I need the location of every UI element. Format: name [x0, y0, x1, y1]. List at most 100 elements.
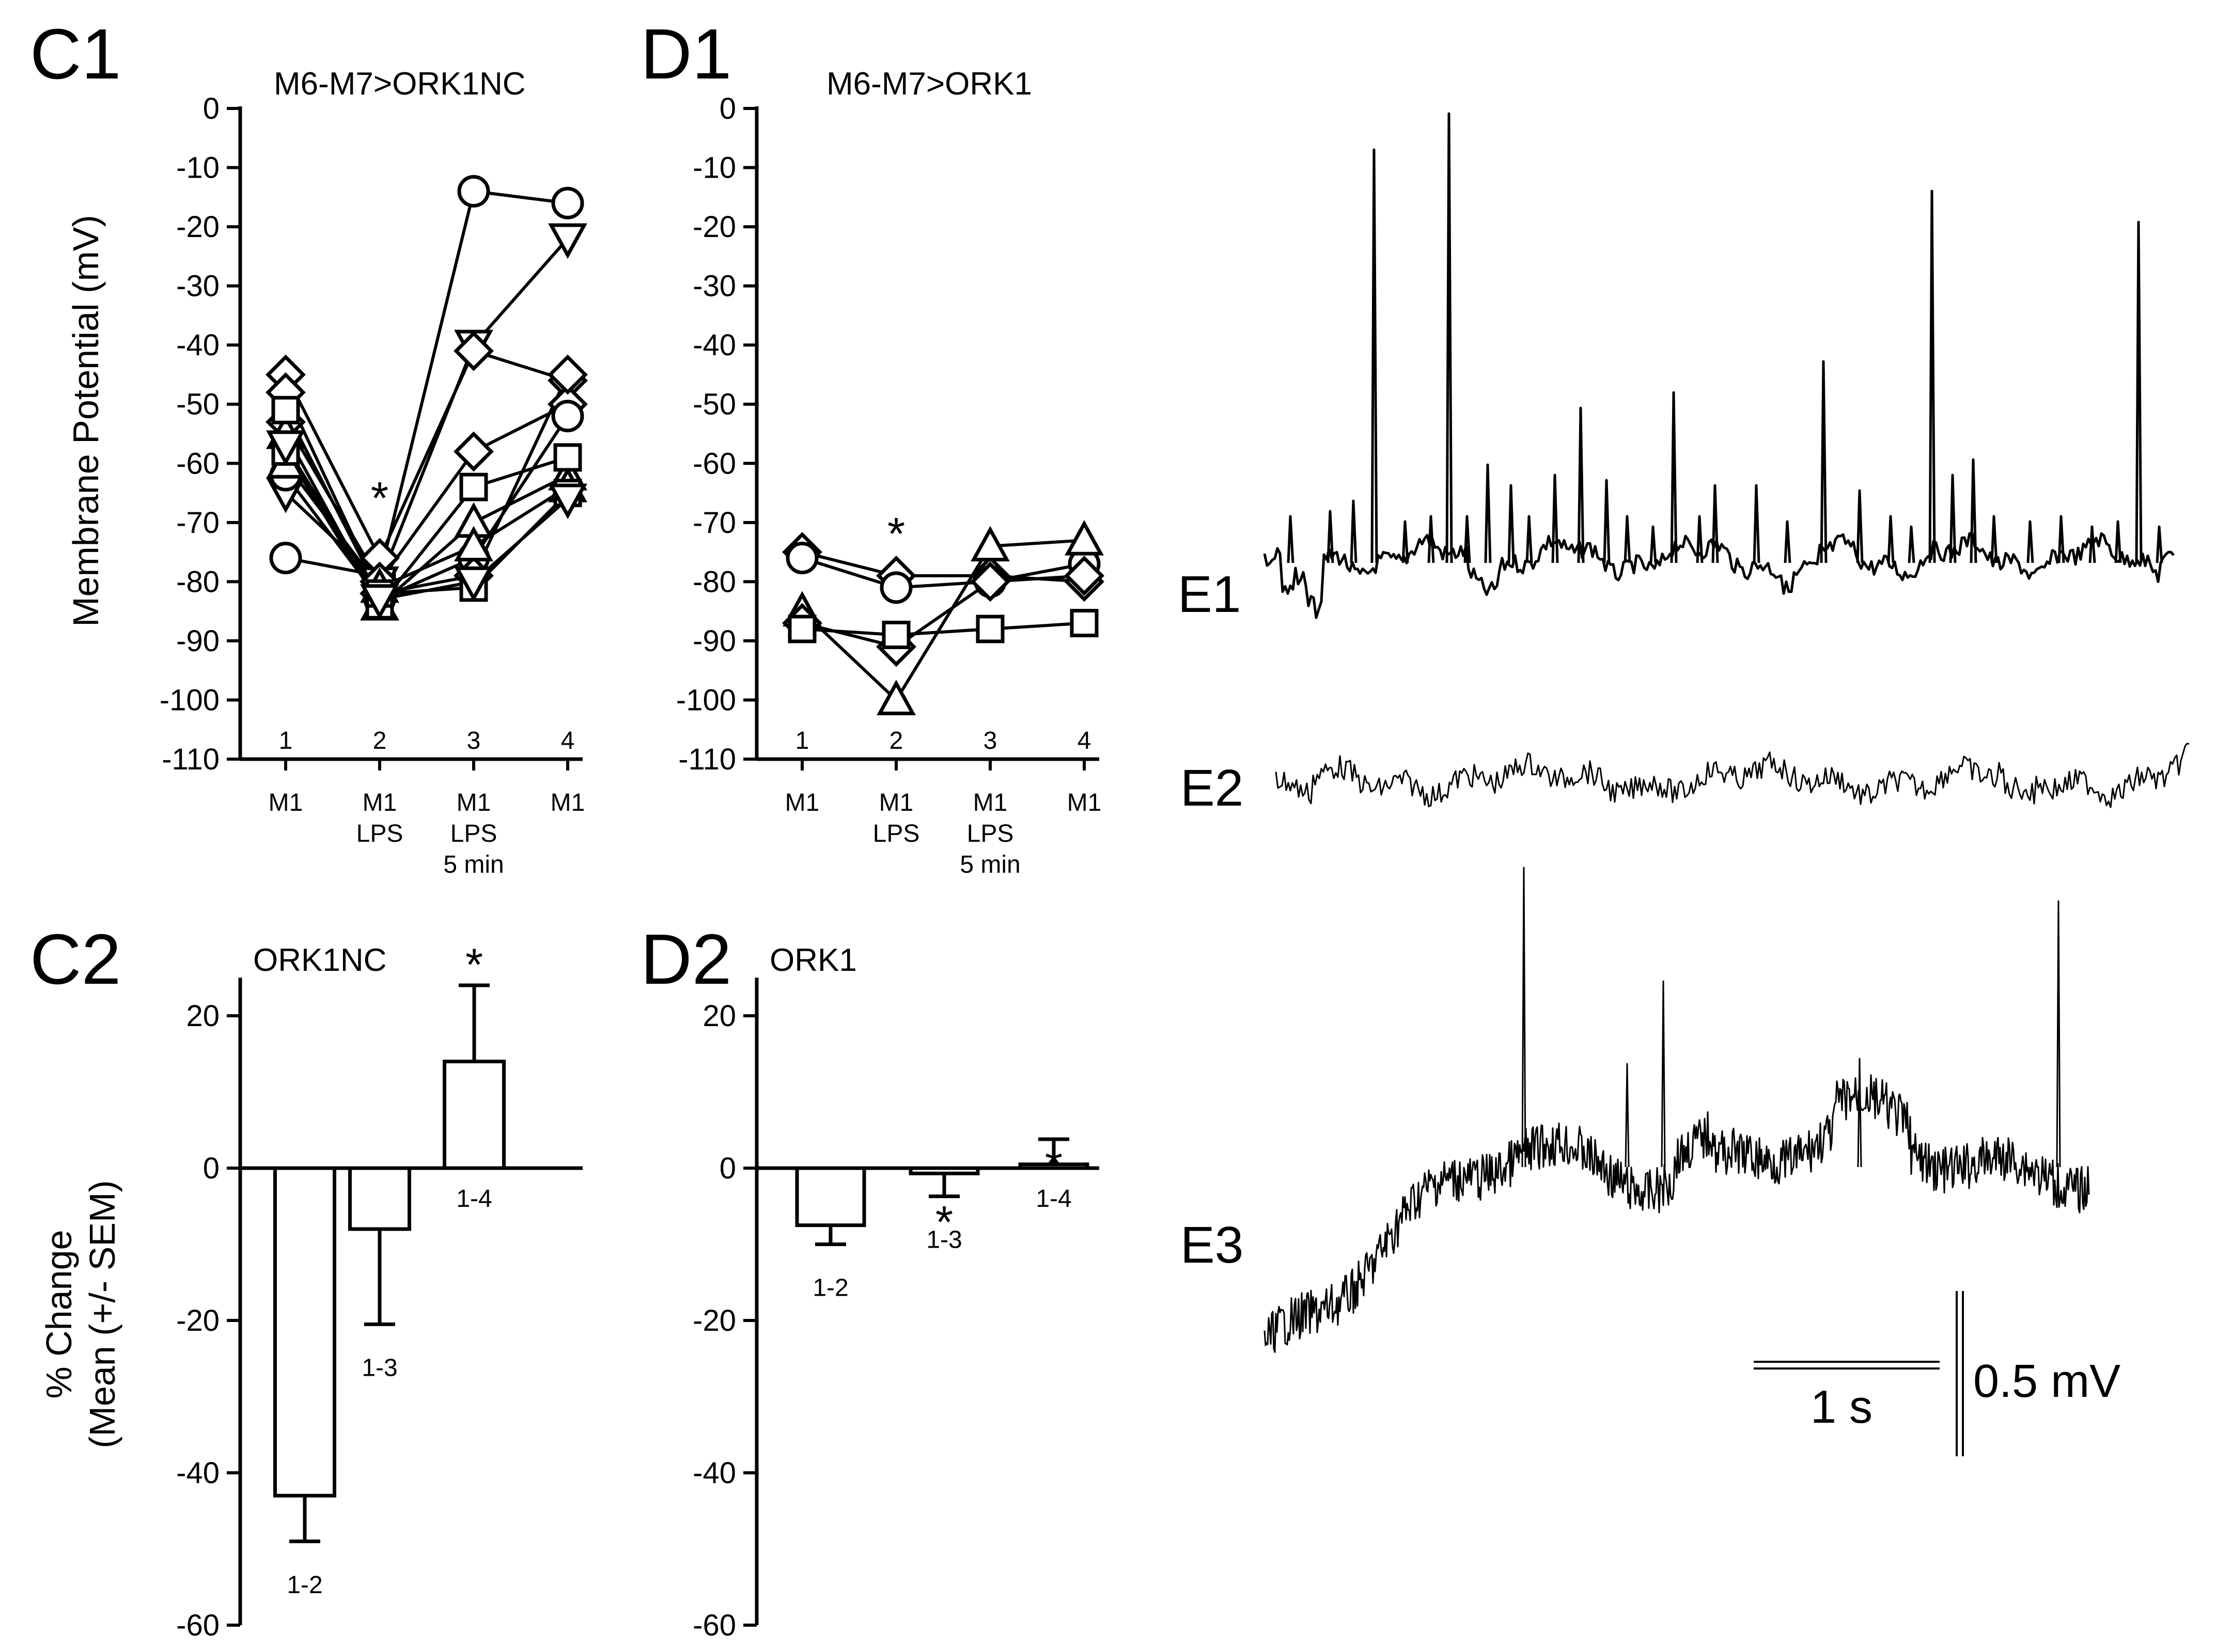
series-group-c1 [266, 175, 588, 621]
series-line [284, 450, 568, 608]
data-point-circle [786, 542, 819, 575]
y-tick-label: -20 [176, 1304, 220, 1338]
data-point-triangle-down [548, 223, 587, 259]
y-tick-label: -10 [693, 151, 736, 185]
series-line [802, 621, 1085, 637]
data-point-diamond [1064, 555, 1104, 596]
data-point-square [553, 443, 582, 472]
x-condition-label: M1 [551, 789, 585, 816]
y-tick-label: -70 [176, 506, 220, 540]
series-line [284, 415, 569, 602]
data-point-triangle-down [266, 430, 305, 466]
series-line [802, 574, 1085, 649]
data-point-triangle-down [360, 584, 399, 620]
data-point-triangle-down [454, 566, 493, 602]
y-axis-label-c1: Membrane Potential (mV) [66, 215, 106, 627]
data-point-diamond [454, 431, 494, 472]
y-tick-label: -80 [176, 565, 220, 599]
scale-bar: 1 s 0.5 mV [1754, 1291, 2120, 1456]
x-condition-label: M1 [1067, 789, 1102, 816]
bar [443, 1060, 506, 1170]
x-condition-label: LPS [967, 820, 1014, 847]
data-point-diamond [970, 561, 1010, 602]
significance-star-c1: * [371, 473, 388, 524]
x-number-label: 1 [279, 727, 293, 754]
data-point-triangle-up [877, 680, 916, 715]
y-tick-label: -110 [678, 743, 736, 776]
panel-label-c1: C1 [30, 14, 121, 94]
x-axis-labels-d1: 1 M1 2 M1 LPS 3 M1 LPS 5 min 4 M1 [785, 727, 1102, 878]
chart-title-d2: ORK1 [770, 942, 857, 978]
bar [348, 1166, 411, 1231]
data-point-triangle-up [454, 526, 493, 562]
series-line [802, 556, 1085, 589]
data-point-square [1070, 609, 1099, 638]
voltage-trace-e1 [1263, 112, 2175, 619]
significance-star: * [465, 939, 483, 990]
series-line [801, 539, 1085, 703]
y-tick-label: -20 [693, 1304, 736, 1338]
y-axis-label-c2-line1: % Change [39, 1230, 79, 1399]
significance-star: * [1045, 1139, 1063, 1190]
series-line [284, 349, 568, 562]
data-point-diamond [454, 331, 494, 371]
data-point-circle [551, 186, 584, 219]
y-axis-d2: 20 0 -20 -40 -60 [693, 978, 1099, 1642]
bar-category-label: 1-4 [1036, 1185, 1071, 1213]
y-axis-label-c2-line2: (Mean (+/- SEM) [82, 1180, 122, 1448]
y-tick-label: -50 [176, 388, 220, 421]
bars-d2: 1-21-3* 1-4* [795, 1137, 1089, 1302]
x-condition-label: LPS [356, 820, 403, 847]
x-condition-label: 5 min [960, 851, 1020, 878]
y-tick-label: -40 [693, 328, 736, 362]
y-tick-label: -60 [693, 1609, 736, 1642]
data-point-triangle-up [1065, 520, 1104, 556]
x-number-label: 4 [561, 727, 575, 754]
panel-label-c2: C2 [30, 920, 121, 999]
x-axis-labels-c1: 1 M1 2 M1 LPS 3 M1 LPS 5 min 4 M1 [269, 727, 585, 878]
y-tick-label: 0 [720, 92, 736, 125]
series-group-d1 [782, 520, 1104, 715]
data-point-circle [551, 400, 584, 433]
bar-category-label: 1-3 [926, 1226, 962, 1254]
data-point-circle [269, 542, 302, 575]
x-condition-label: LPS [450, 820, 497, 847]
chart-title-c2: ORK1NC [253, 942, 386, 978]
voltage-trace-e2 [1275, 743, 2190, 808]
bar [909, 1166, 980, 1175]
series-line [285, 190, 568, 578]
y-tick-label: -20 [693, 210, 736, 244]
y-tick-label: 20 [186, 999, 220, 1033]
data-point-diamond [548, 354, 588, 395]
x-number-label: 2 [889, 727, 903, 754]
bar-category-label: 1-2 [813, 1275, 848, 1302]
y-tick-label: -80 [693, 565, 736, 599]
y-tick-label: -100 [676, 683, 736, 717]
y-tick-label: 0 [203, 92, 220, 125]
bar-category-label: 1-3 [362, 1354, 397, 1381]
trace-label-e2: E2 [1180, 759, 1243, 817]
bars-c2: 1-2 1-3 1-4 * [273, 939, 506, 1599]
x-condition-label: M1 [457, 789, 491, 816]
x-number-label: 3 [467, 727, 481, 754]
y-tick-label: -40 [693, 1456, 736, 1490]
y-tick-label: 0 [720, 1152, 736, 1185]
bar-category-label: 1-4 [456, 1185, 492, 1213]
time-scale-label: 1 s [1811, 1381, 1872, 1433]
x-condition-label: LPS [873, 820, 920, 847]
x-condition-label: M1 [363, 789, 397, 816]
panel-d2: D2 ORK1 200-20-40-60 1-21-3* 1-4* [641, 920, 1099, 1642]
significance-star: * [935, 1197, 953, 1248]
y-axis-d1: 0 -10 -20 -30 -40 -50 -60 -70 -80 -90 -100 -110 [676, 92, 1099, 776]
panel-c1: C1 M6-M7>ORK1NC Membrane Potential (mV) … [30, 14, 588, 878]
data-point-square [976, 615, 1005, 643]
y-tick-label: -40 [176, 328, 220, 362]
x-number-label: 1 [795, 727, 809, 754]
y-tick-label: -30 [176, 270, 220, 303]
y-tick-label: -110 [162, 743, 220, 776]
x-condition-label: M1 [269, 789, 303, 816]
chart-title-d1: M6-M7>ORK1 [826, 66, 1032, 102]
bar [273, 1166, 336, 1498]
y-tick-label: -30 [693, 270, 736, 303]
